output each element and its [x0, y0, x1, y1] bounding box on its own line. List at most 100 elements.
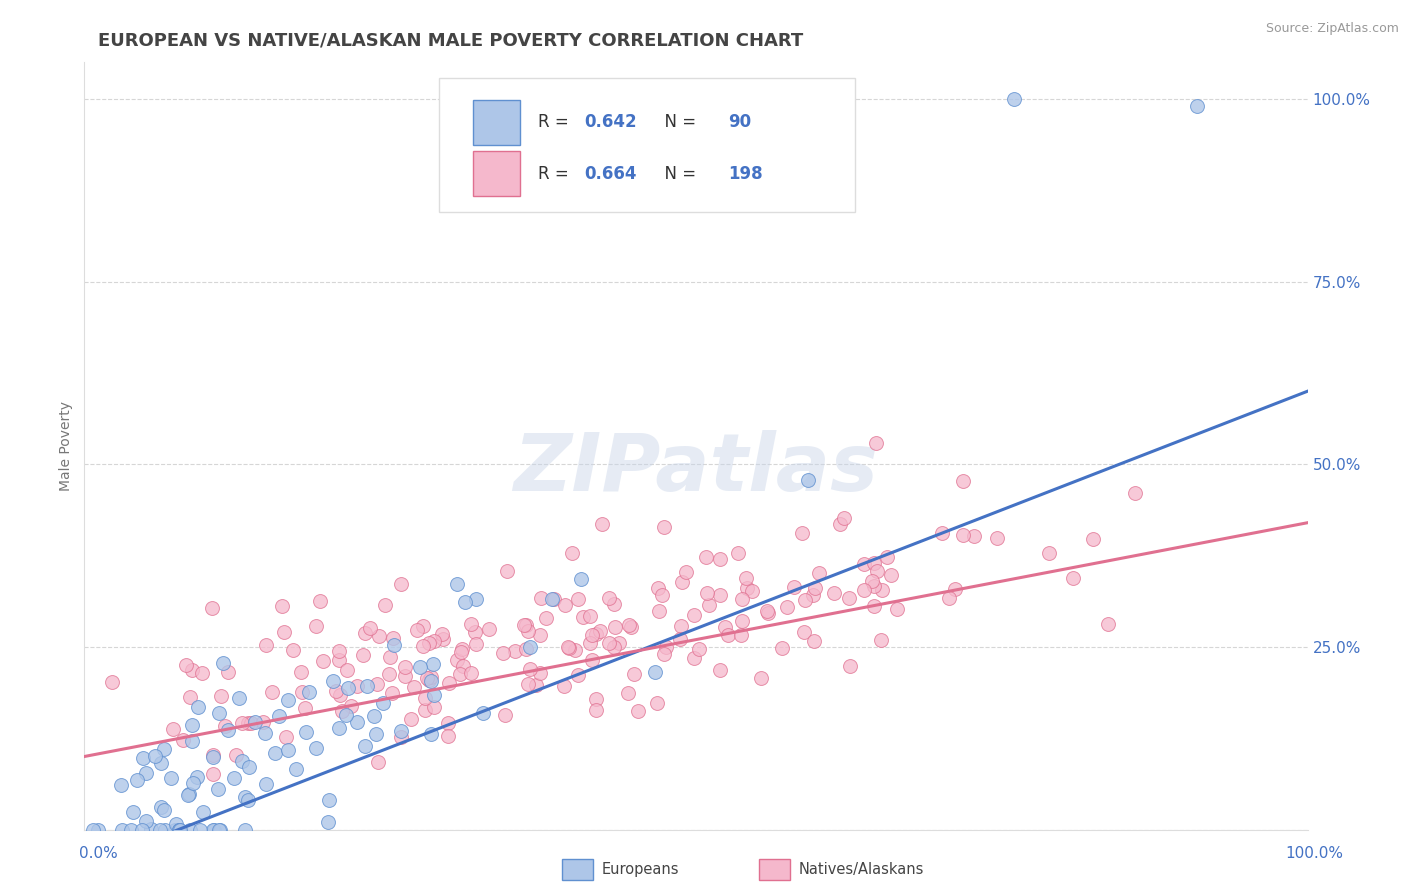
Point: [328, 653, 350, 667]
Point: [465, 636, 488, 650]
Point: [235, 822, 257, 837]
Point: [231, 754, 253, 768]
Point: [212, 656, 235, 670]
Point: [492, 646, 515, 660]
Point: [181, 776, 204, 790]
Point: [879, 568, 901, 582]
Point: [541, 592, 564, 607]
Point: [515, 618, 537, 632]
Point: [423, 633, 446, 648]
Point: [870, 633, 893, 648]
Point: [1002, 92, 1025, 106]
Point: [671, 574, 693, 589]
Point: [394, 668, 416, 682]
Point: [534, 611, 557, 625]
Point: [153, 822, 176, 837]
Point: [1187, 99, 1209, 113]
Point: [363, 708, 385, 723]
Point: [418, 636, 440, 650]
Point: [240, 716, 263, 731]
Point: [554, 599, 576, 613]
Point: [353, 739, 375, 753]
Point: [454, 595, 477, 609]
Point: [290, 665, 312, 679]
Point: [135, 814, 157, 829]
Point: [598, 635, 620, 649]
Point: [741, 584, 763, 599]
Point: [602, 597, 624, 611]
Point: [214, 719, 236, 733]
Point: [731, 591, 754, 606]
Text: Europeans: Europeans: [602, 863, 679, 877]
Point: [717, 628, 740, 642]
Point: [478, 622, 501, 636]
Point: [503, 644, 526, 658]
Point: [591, 516, 613, 531]
Point: [208, 822, 231, 837]
Point: [389, 731, 412, 745]
Point: [356, 679, 378, 693]
Point: [233, 790, 256, 805]
Point: [228, 691, 250, 706]
Point: [794, 593, 817, 607]
Point: [340, 699, 363, 714]
Point: [177, 788, 200, 802]
Point: [252, 714, 274, 729]
Point: [378, 667, 401, 681]
Point: [793, 625, 815, 640]
Point: [120, 822, 142, 837]
Point: [645, 696, 668, 710]
Point: [735, 571, 758, 585]
Point: [495, 564, 517, 578]
Point: [437, 676, 460, 690]
Point: [186, 770, 208, 784]
Point: [1123, 486, 1146, 500]
Point: [328, 721, 350, 735]
Point: [801, 588, 824, 602]
Point: [675, 565, 697, 579]
Point: [730, 628, 752, 642]
Point: [131, 822, 153, 837]
Point: [419, 673, 441, 688]
Text: ZIPatlas: ZIPatlas: [513, 430, 879, 508]
Point: [464, 591, 486, 606]
Point: [669, 619, 692, 633]
Point: [567, 591, 589, 606]
FancyBboxPatch shape: [439, 78, 855, 212]
Point: [735, 581, 758, 595]
Point: [432, 627, 454, 641]
Point: [368, 629, 391, 643]
Point: [695, 549, 717, 564]
Point: [389, 576, 412, 591]
Point: [519, 640, 541, 654]
Point: [853, 558, 876, 572]
Point: [627, 704, 650, 718]
Text: N =: N =: [654, 113, 702, 131]
Point: [149, 800, 172, 814]
Point: [866, 564, 889, 578]
Point: [371, 696, 394, 710]
Point: [188, 822, 211, 837]
Point: [273, 624, 295, 639]
Point: [201, 822, 224, 837]
Point: [177, 788, 200, 802]
Point: [139, 822, 162, 837]
Point: [446, 577, 468, 591]
Point: [581, 628, 603, 642]
Point: [557, 640, 579, 654]
Point: [655, 640, 678, 654]
Point: [651, 588, 673, 602]
Point: [852, 582, 875, 597]
Text: Natives/Alaskans: Natives/Alaskans: [799, 863, 924, 877]
Point: [135, 765, 157, 780]
Point: [217, 665, 239, 680]
Point: [437, 716, 460, 731]
Point: [585, 627, 607, 641]
Point: [322, 674, 344, 689]
Text: R =: R =: [538, 113, 574, 131]
Point: [381, 632, 404, 646]
Point: [305, 741, 328, 756]
Point: [603, 640, 626, 654]
Point: [832, 510, 855, 524]
Point: [179, 822, 201, 837]
